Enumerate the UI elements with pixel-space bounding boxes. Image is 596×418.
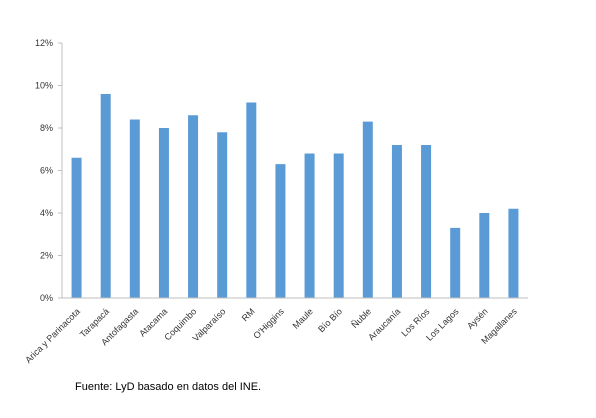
bar bbox=[246, 102, 257, 298]
y-tick-label: 2% bbox=[40, 251, 53, 261]
x-tick-label: RM bbox=[240, 306, 257, 323]
x-axis: Arica y ParinacotaTarapacáAntofagastaAta… bbox=[23, 297, 528, 365]
bar bbox=[71, 157, 82, 298]
x-tick-label: Araucanía bbox=[366, 306, 402, 342]
bar bbox=[391, 145, 402, 298]
bar bbox=[129, 119, 140, 298]
bar bbox=[304, 153, 315, 298]
bar bbox=[217, 132, 228, 298]
bar bbox=[158, 128, 169, 298]
y-tick-label: 10% bbox=[35, 81, 53, 91]
bar bbox=[508, 208, 519, 298]
bar bbox=[333, 153, 344, 298]
y-tick-label: 8% bbox=[40, 123, 53, 133]
x-tick-label: Bío Bío bbox=[316, 306, 344, 334]
bar bbox=[275, 164, 286, 298]
y-tick-label: 0% bbox=[40, 293, 53, 303]
y-tick-label: 4% bbox=[40, 208, 53, 218]
y-tick-label: 12% bbox=[35, 38, 53, 48]
bar bbox=[100, 94, 111, 298]
x-tick-label: Maule bbox=[291, 306, 315, 330]
x-tick-label: O'Higgins bbox=[251, 306, 286, 341]
bar bbox=[479, 213, 490, 298]
bars bbox=[71, 94, 519, 298]
x-tick-label: Aysén bbox=[465, 306, 490, 331]
x-tick-label: Arica y Parinacota bbox=[23, 306, 82, 365]
y-tick-label: 6% bbox=[40, 166, 53, 176]
y-axis: 0% 2% 4% 6% 8% 10% 12% bbox=[35, 38, 63, 303]
x-tick-label: Ñuble bbox=[350, 306, 374, 330]
bar bbox=[421, 145, 432, 298]
source-note: Fuente: LyD basado en datos del INE. bbox=[75, 381, 262, 393]
x-tick-label: Los Lagos bbox=[424, 306, 461, 343]
bar bbox=[450, 227, 461, 298]
bar bbox=[362, 121, 373, 298]
bar bbox=[188, 115, 199, 298]
